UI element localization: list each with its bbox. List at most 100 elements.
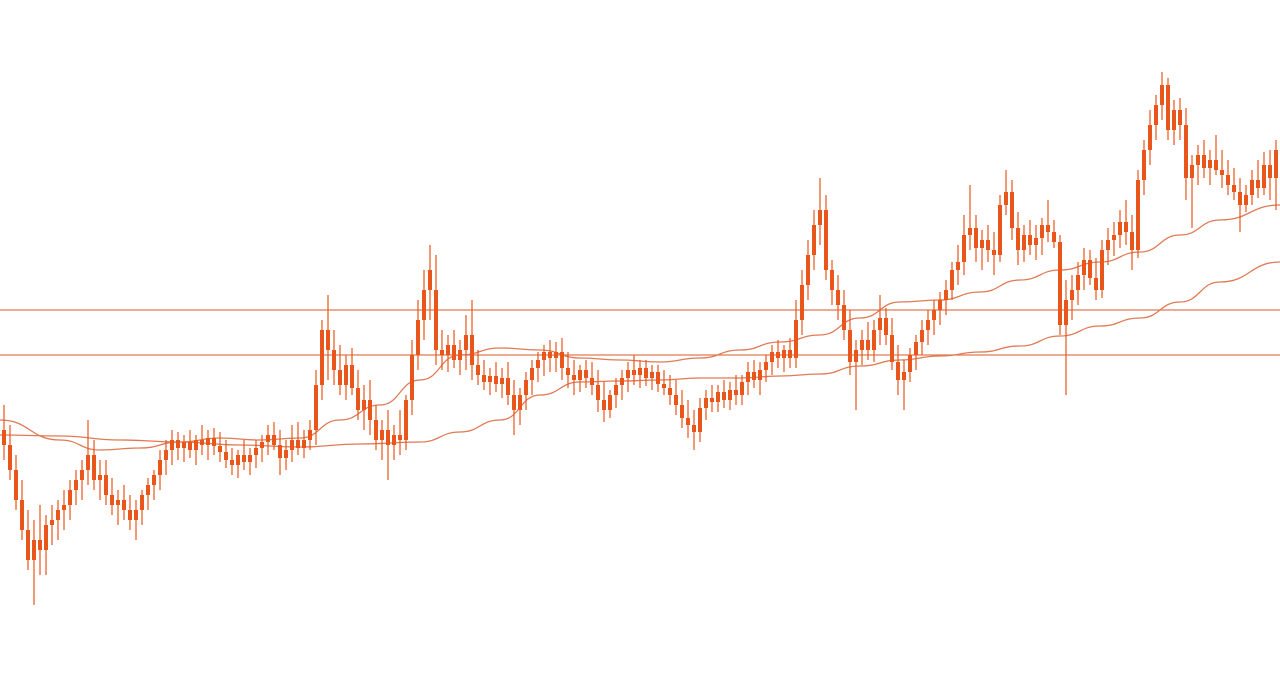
- candle-body: [800, 285, 804, 320]
- candle: [878, 295, 882, 345]
- candle: [566, 352, 570, 388]
- candle-body: [296, 440, 300, 448]
- candle-body: [314, 385, 318, 430]
- candle: [296, 422, 300, 455]
- candle-body: [1232, 185, 1236, 192]
- candle: [200, 425, 204, 455]
- candle-body: [1022, 235, 1026, 250]
- candle: [1226, 160, 1230, 195]
- candle: [62, 490, 66, 530]
- candle-body: [1064, 300, 1068, 325]
- candle-body: [584, 370, 588, 378]
- candle: [14, 455, 18, 510]
- candle: [410, 340, 414, 415]
- candle: [950, 262, 954, 300]
- candle-body: [128, 510, 132, 520]
- candle: [302, 430, 306, 458]
- candle: [56, 500, 60, 540]
- candle: [746, 362, 750, 395]
- candle: [236, 450, 240, 478]
- candle-body: [1106, 240, 1110, 250]
- candle-body: [530, 368, 534, 380]
- candle-body: [230, 460, 234, 465]
- candle-body: [452, 345, 456, 360]
- candle: [578, 365, 582, 392]
- candle: [104, 460, 108, 505]
- candle: [1040, 218, 1044, 255]
- candle: [218, 432, 222, 462]
- candle: [374, 405, 378, 450]
- candle: [308, 420, 312, 450]
- candle: [668, 375, 672, 405]
- candle-body: [548, 352, 552, 358]
- candle-body: [956, 262, 960, 270]
- candle-body: [410, 355, 414, 400]
- candle: [926, 310, 930, 345]
- candle-body: [974, 228, 978, 248]
- candle-body: [500, 378, 504, 384]
- candle: [1028, 220, 1032, 255]
- candle: [962, 215, 966, 275]
- candle-body: [1112, 235, 1116, 240]
- candle-body: [752, 372, 756, 380]
- candle: [1004, 170, 1008, 215]
- candle-body: [920, 330, 924, 342]
- candle-body: [1130, 232, 1134, 250]
- candle-body: [1274, 150, 1278, 178]
- candle-body: [1028, 235, 1032, 245]
- candle: [644, 360, 648, 386]
- candle-body: [356, 388, 360, 410]
- candle: [860, 330, 864, 365]
- candle: [278, 430, 282, 475]
- candle: [1022, 225, 1026, 262]
- candle: [80, 460, 84, 500]
- candle-body: [164, 450, 168, 460]
- candle: [1034, 225, 1038, 260]
- candle-body: [242, 455, 246, 462]
- candle: [1106, 228, 1110, 265]
- candle-body: [722, 392, 726, 400]
- candle-body: [758, 370, 762, 380]
- candle-body: [740, 382, 744, 395]
- candle-body: [194, 440, 198, 450]
- candle: [140, 490, 144, 525]
- candle-body: [134, 510, 138, 520]
- candle-body: [158, 460, 162, 475]
- candle-body: [884, 318, 888, 335]
- candle-body: [674, 395, 678, 405]
- candle-body: [86, 455, 90, 470]
- candle-body: [656, 372, 660, 384]
- candle-body: [332, 350, 336, 370]
- candle: [314, 370, 318, 445]
- candle-body: [1166, 85, 1170, 130]
- candle-body: [932, 310, 936, 320]
- candle-body: [20, 500, 24, 530]
- candle: [284, 440, 288, 470]
- candle: [572, 360, 576, 395]
- candle: [38, 505, 42, 575]
- candle: [518, 388, 522, 425]
- candle: [350, 348, 354, 395]
- moving-average-lines: [0, 204, 1280, 451]
- candle: [74, 470, 78, 505]
- candle-body: [512, 395, 516, 410]
- candle-body: [992, 250, 996, 255]
- candle-body: [320, 330, 324, 385]
- candle: [1052, 220, 1056, 248]
- candle-body: [92, 455, 96, 480]
- candle-body: [488, 376, 492, 382]
- candle: [404, 395, 408, 450]
- candle-body: [398, 435, 402, 440]
- candle: [530, 360, 534, 395]
- candle-body: [872, 330, 876, 350]
- candle-body: [1154, 105, 1158, 125]
- candle: [422, 270, 426, 340]
- candle: [1244, 185, 1248, 212]
- candle-body: [266, 435, 270, 442]
- candle: [320, 320, 324, 400]
- candle: [344, 355, 348, 400]
- candle-body: [830, 270, 834, 290]
- candle-body: [680, 405, 684, 418]
- candle: [44, 515, 48, 575]
